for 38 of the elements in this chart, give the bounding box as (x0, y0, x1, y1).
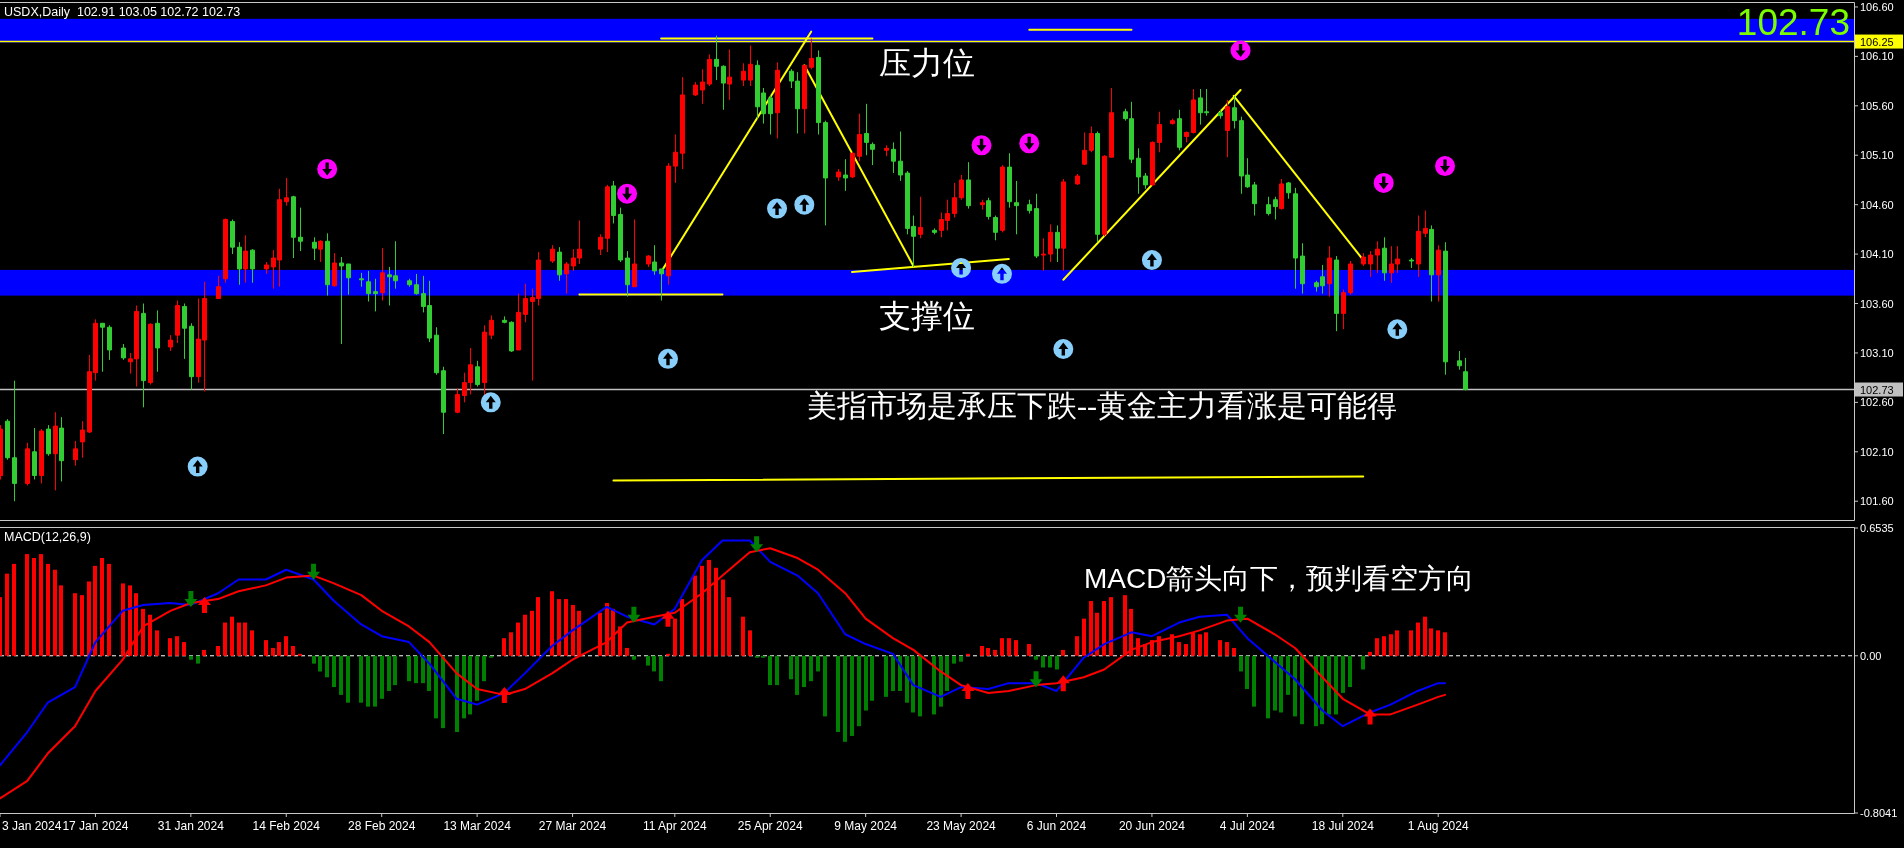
y-tick-label: 103.60 (1860, 297, 1894, 310)
x-tick-label: 6 Jun 2024 (1026, 819, 1087, 833)
y-tick-label: 102.10 (1860, 445, 1894, 458)
x-tick-label: 14 Feb 2024 (252, 819, 321, 833)
annotation: 美指市场是承压下跌--黄金主力看涨是可能得 (807, 389, 1397, 422)
x-tick-label: 23 May 2024 (926, 819, 997, 833)
chart-title: MACD(12,26,9) (4, 530, 91, 544)
ref-line-label: 102.73 (1860, 383, 1894, 396)
band-label: 压力位 (879, 44, 975, 81)
y-tick-label: 101.60 (1860, 495, 1894, 508)
x-tick-label: 4 Jul 2024 (1219, 819, 1276, 833)
x-tick-label: 20 Jun 2024 (1118, 819, 1186, 833)
y-tick-label: 104.60 (1860, 198, 1894, 211)
y-tick-label: 0.6535 (1860, 522, 1894, 534)
y-tick-label: 106.60 (1860, 0, 1894, 13)
y-tick-label: 106.10 (1860, 50, 1894, 63)
x-tick-label: 27 Mar 2024 (538, 819, 607, 833)
x-tick-label: 3 Jan 2024 (2, 819, 62, 833)
x-tick-label: 28 Feb 2024 (348, 819, 416, 833)
x-tick-label: 1 Aug 2024 (1407, 819, 1469, 833)
x-tick-label: 17 Jan 2024 (62, 819, 129, 833)
chart-title: USDX,Daily 102.91 103.05 102.72 102.73 (4, 5, 241, 19)
y-tick-label: 104.10 (1860, 248, 1894, 261)
x-tick-label: 25 Apr 2024 (737, 819, 803, 833)
band-label: 支撑位 (879, 297, 975, 334)
y-tick-label: 102.60 (1860, 396, 1894, 409)
y-tick-label: -0.8041 (1860, 807, 1898, 819)
x-tick-label: 31 Jan 2024 (157, 819, 225, 833)
y-tick-label: 103.10 (1860, 346, 1894, 359)
y-tick-label: 105.10 (1860, 149, 1894, 162)
annotation: MACD箭头向下，预判看空方向 (1084, 563, 1475, 594)
x-tick-label: 13 Mar 2024 (443, 819, 512, 833)
x-tick-label: 18 Jul 2024 (1311, 819, 1375, 833)
y-tick-label: 0.00 (1860, 649, 1882, 662)
x-tick-label: 11 Apr 2024 (642, 819, 708, 833)
x-tick-label: 9 May 2024 (834, 819, 898, 833)
ref-line-label: 106.25 (1860, 35, 1894, 48)
y-tick-label: 105.60 (1860, 99, 1894, 112)
